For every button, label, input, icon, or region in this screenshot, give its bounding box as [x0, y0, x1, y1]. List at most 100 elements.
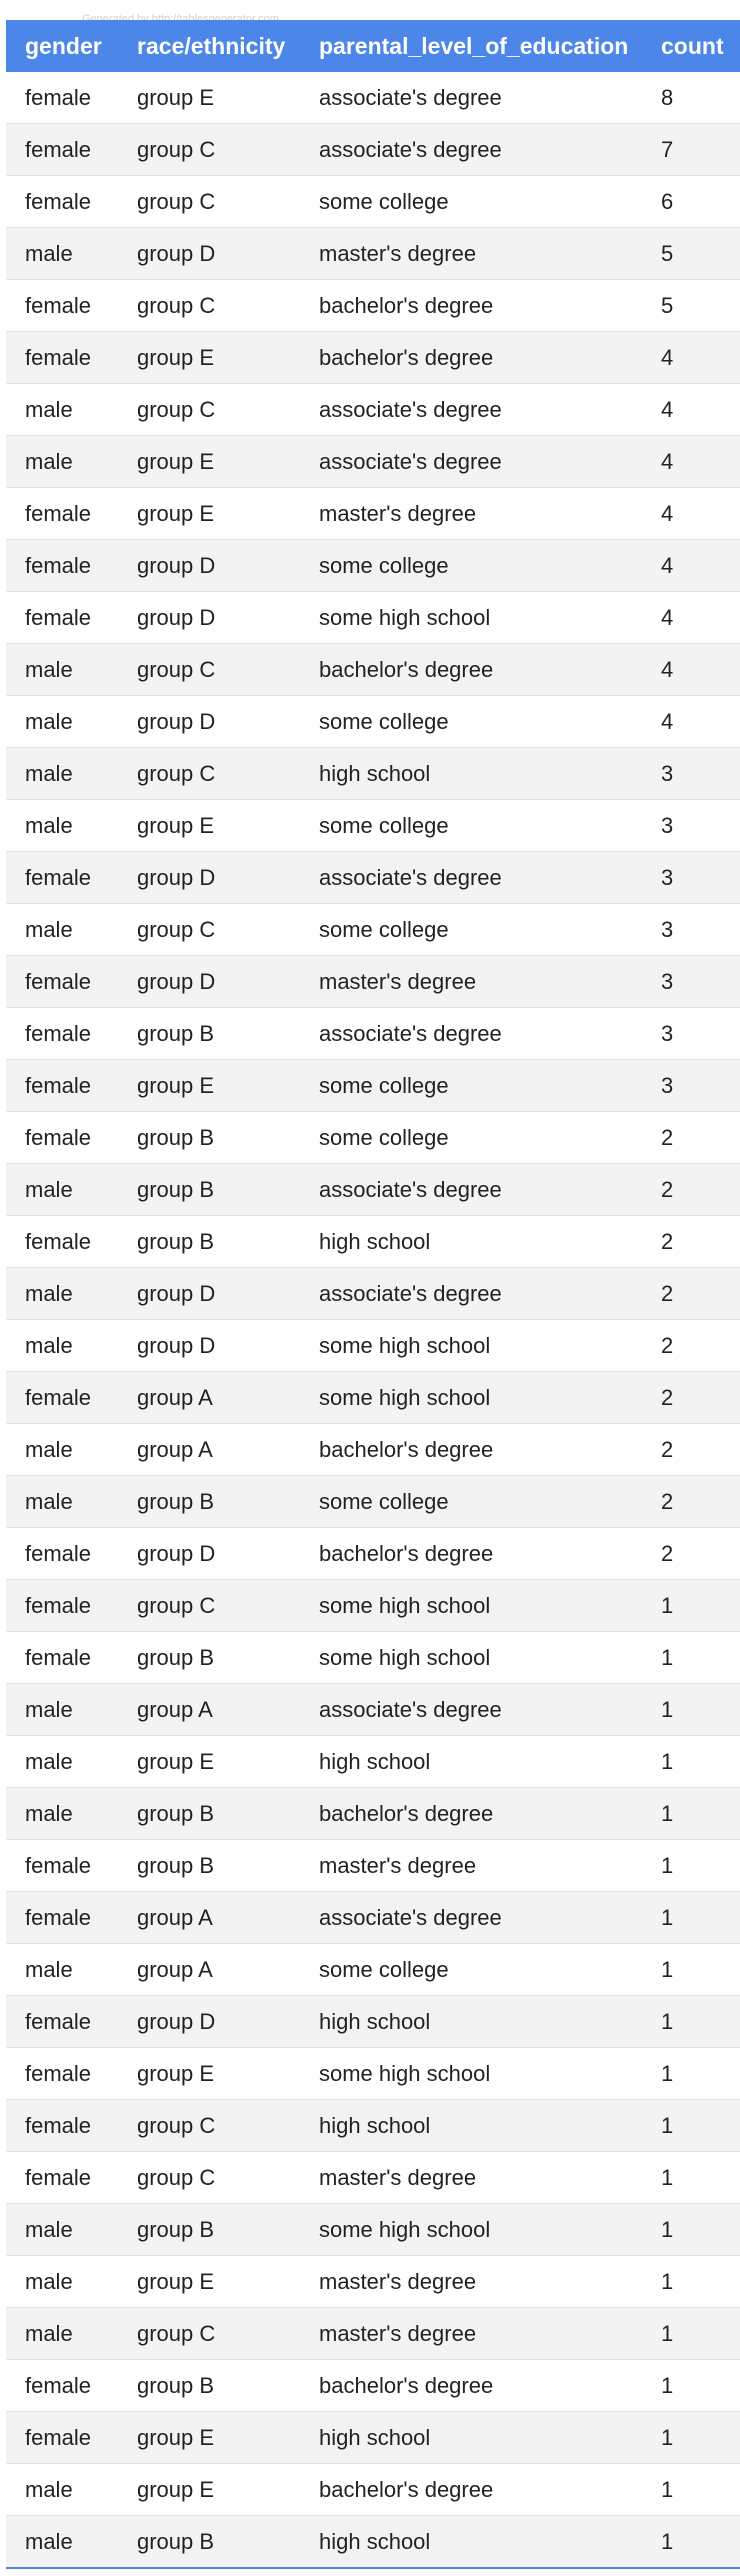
cell-gender: female	[6, 175, 118, 228]
cell-gender: female	[6, 1839, 118, 1892]
cell-parental-education: master's degree	[300, 955, 642, 1008]
cell-gender: male	[6, 643, 118, 696]
cell-gender: female	[6, 2047, 118, 2100]
cell-race-ethnicity: group A	[118, 1683, 300, 1736]
cell-parental-education: bachelor's degree	[300, 279, 642, 332]
cell-race-ethnicity: group B	[118, 2203, 300, 2256]
cell-race-ethnicity: group E	[118, 2047, 300, 2100]
cell-race-ethnicity: group A	[118, 1371, 300, 1424]
cell-parental-education: some college	[300, 903, 642, 956]
cell-gender: female	[6, 279, 118, 332]
cell-count: 1	[642, 2359, 740, 2412]
cell-count: 3	[642, 1007, 740, 1060]
cell-race-ethnicity: group C	[118, 2307, 300, 2360]
cell-race-ethnicity: group B	[118, 1007, 300, 1060]
cell-parental-education: bachelor's degree	[300, 2359, 642, 2412]
cell-gender: male	[6, 2255, 118, 2308]
cell-parental-education: high school	[300, 2515, 642, 2569]
cell-gender: female	[6, 487, 118, 540]
cell-count: 3	[642, 1059, 740, 1112]
cell-count: 2	[642, 1215, 740, 1268]
cell-race-ethnicity: group E	[118, 1735, 300, 1788]
cell-parental-education: associate's degree	[300, 383, 642, 436]
cell-count: 2	[642, 1423, 740, 1476]
cell-gender: male	[6, 1943, 118, 1996]
cell-count: 3	[642, 747, 740, 800]
cell-parental-education: master's degree	[300, 1839, 642, 1892]
cell-gender: male	[6, 2307, 118, 2360]
cell-count: 1	[642, 1787, 740, 1840]
cell-parental-education: master's degree	[300, 2307, 642, 2360]
cell-gender: male	[6, 903, 118, 956]
cell-gender: male	[6, 227, 118, 280]
cell-count: 1	[642, 1579, 740, 1632]
cell-count: 3	[642, 903, 740, 956]
cell-count: 5	[642, 227, 740, 280]
cell-count: 4	[642, 435, 740, 488]
cell-race-ethnicity: group C	[118, 383, 300, 436]
cell-gender: female	[6, 955, 118, 1008]
cell-race-ethnicity: group C	[118, 747, 300, 800]
cell-race-ethnicity: group A	[118, 1943, 300, 1996]
cell-race-ethnicity: group D	[118, 1267, 300, 1320]
cell-race-ethnicity: group A	[118, 1423, 300, 1476]
cell-count: 1	[642, 1995, 740, 2048]
cell-parental-education: some high school	[300, 1371, 642, 1424]
header-count: count	[642, 20, 740, 72]
cell-gender: male	[6, 383, 118, 436]
cell-parental-education: high school	[300, 2099, 642, 2152]
cell-parental-education: some high school	[300, 2203, 642, 2256]
table-header: gender race/ethnicity parental_level_of_…	[6, 20, 740, 72]
cell-gender: female	[6, 591, 118, 644]
cell-race-ethnicity: group E	[118, 487, 300, 540]
cell-gender: male	[6, 799, 118, 852]
cell-race-ethnicity: group C	[118, 1579, 300, 1632]
cell-count: 2	[642, 1319, 740, 1372]
cell-parental-education: associate's degree	[300, 123, 642, 176]
cell-gender: male	[6, 1163, 118, 1216]
cell-count: 1	[642, 1891, 740, 1944]
cell-race-ethnicity: group C	[118, 175, 300, 228]
cell-count: 5	[642, 279, 740, 332]
cell-race-ethnicity: group C	[118, 903, 300, 956]
cell-parental-education: high school	[300, 1215, 642, 1268]
cell-gender: female	[6, 2359, 118, 2412]
cell-count: 4	[642, 539, 740, 592]
data-table: gender race/ethnicity parental_level_of_…	[6, 20, 740, 2569]
cell-parental-education: associate's degree	[300, 1683, 642, 1736]
cell-gender: female	[6, 72, 118, 124]
cell-race-ethnicity: group D	[118, 695, 300, 748]
cell-count: 4	[642, 643, 740, 696]
cell-parental-education: some high school	[300, 2047, 642, 2100]
cell-parental-education: some high school	[300, 591, 642, 644]
cell-race-ethnicity: group B	[118, 1111, 300, 1164]
cell-gender: female	[6, 331, 118, 384]
cell-race-ethnicity: group D	[118, 955, 300, 1008]
cell-count: 1	[642, 2515, 740, 2569]
cell-race-ethnicity: group E	[118, 1059, 300, 1112]
cell-count: 1	[642, 2203, 740, 2256]
cell-count: 4	[642, 591, 740, 644]
cell-parental-education: some high school	[300, 1319, 642, 1372]
cell-gender: female	[6, 1995, 118, 2048]
cell-parental-education: some college	[300, 1943, 642, 1996]
cell-count: 2	[642, 1163, 740, 1216]
